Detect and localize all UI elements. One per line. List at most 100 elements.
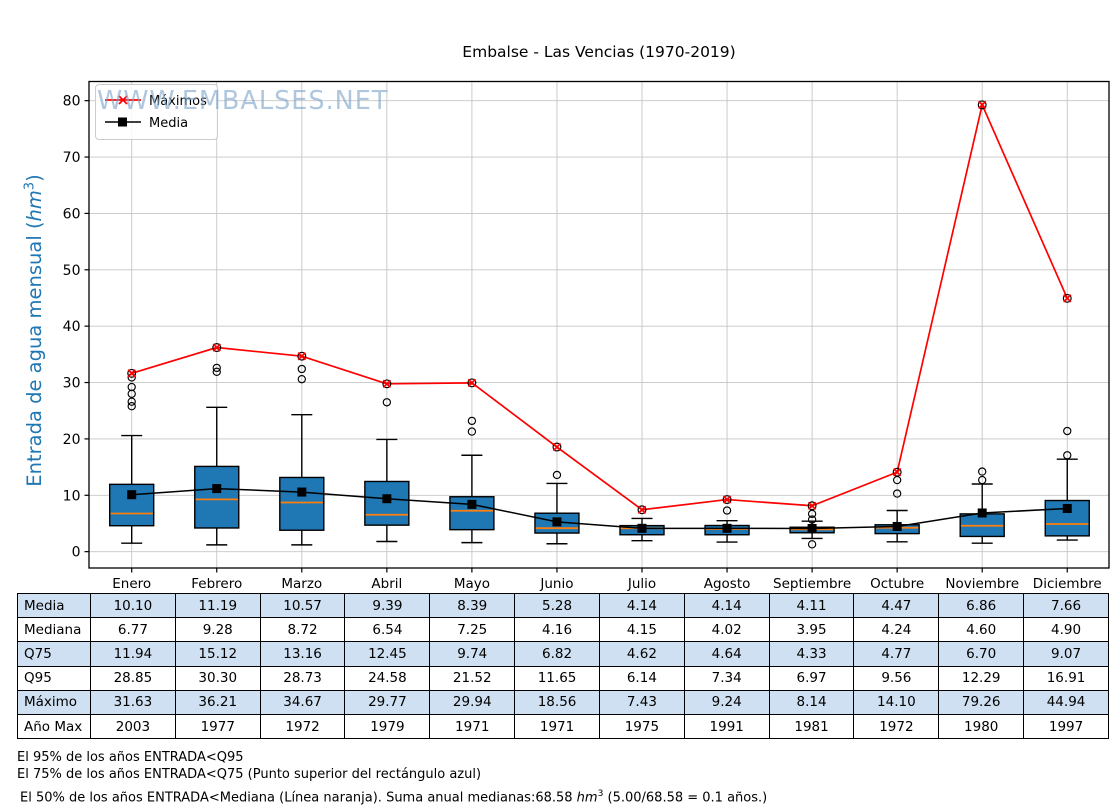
table-cell: 3.95 — [768, 617, 855, 643]
table-row-q95: Q95 28.85 30.30 28.73 24.58 21.52 11.65 6.14 7.3… — [17, 665, 1109, 691]
stats-table-body: Media 10.10 11.19 10.57 9.39 8.39 5.28 4.14 4.14… — [17, 592, 1109, 740]
outlier — [127, 382, 136, 392]
table-cell: 4.15 — [598, 617, 685, 643]
table-cell: 28.85 — [90, 665, 176, 691]
x-tick-label: Marzo — [281, 576, 322, 592]
outlier — [382, 398, 392, 407]
maximos-line — [131, 102, 1069, 511]
table-row-máximo: Máximo 31.63 36.21 34.67 29.77 29.94 18.56 7.43… — [17, 689, 1109, 715]
table-cell: 12.29 — [938, 665, 1025, 691]
maximo-circle — [467, 378, 477, 388]
table-cell: 11.94 — [90, 641, 176, 667]
table-cell: 9.24 — [683, 689, 770, 715]
maximo-x-marker — [552, 442, 562, 452]
outlier — [722, 506, 732, 515]
table-cell: 7.25 — [429, 617, 516, 643]
table-cell: 44.94 — [1023, 689, 1109, 715]
footnote-q75: El 75% de los años ENTRADA<Q75 (Punto su… — [17, 767, 482, 782]
table-cell: 10.57 — [259, 592, 346, 619]
table-cell: 29.77 — [344, 689, 431, 715]
legend-entry-media: Media — [104, 112, 207, 134]
table-cell: 7.66 — [1023, 592, 1109, 619]
row-label: Mediana — [17, 617, 91, 643]
plot-border — [88, 80, 1110, 569]
x-tick-label: Julio — [627, 576, 656, 592]
y-tick-label: 60 — [63, 206, 81, 222]
table-cell: 6.70 — [938, 641, 1025, 667]
table-cell: 1980 — [938, 713, 1025, 740]
table-cell: 9.07 — [1023, 641, 1109, 667]
y-tick-label: 10 — [63, 488, 81, 504]
table-row-año-max: Año Max 2003 1977 1972 1979 1971 1971 1975 1991 1… — [17, 713, 1109, 740]
table-cell: 8.39 — [429, 592, 516, 619]
table-cell: 1972 — [853, 713, 940, 740]
table-cell: 13.16 — [259, 641, 346, 667]
y-tick-label: 30 — [63, 376, 81, 392]
table-cell: 9.74 — [429, 641, 516, 667]
media-marker — [127, 490, 137, 500]
maximo-circle — [297, 351, 307, 361]
media-marker — [1062, 503, 1072, 513]
table-cell: 4.60 — [938, 617, 1025, 643]
maximo-circle — [1062, 293, 1072, 303]
outlier — [978, 475, 987, 485]
row-label: Q95 — [17, 665, 91, 691]
table-cell: 8.14 — [768, 689, 855, 715]
table-cell: 4.33 — [768, 641, 855, 667]
table-cell: 28.73 — [259, 665, 346, 691]
table-cell: 7.43 — [598, 689, 685, 715]
table-cell: 7.34 — [683, 665, 770, 691]
boxplot-Febrero — [194, 363, 240, 546]
maximo-x-marker — [382, 379, 392, 389]
row-label: Año Max — [17, 713, 91, 740]
footnote-q95: El 95% de los años ENTRADA<Q95 — [17, 750, 244, 765]
outlier — [297, 374, 306, 384]
outlier — [892, 489, 902, 498]
maximo-circle — [892, 467, 902, 477]
maximo-circle — [382, 379, 392, 389]
table-cell: 16.91 — [1023, 665, 1109, 691]
table-cell: 31.63 — [90, 689, 176, 715]
x-tick-label: Agosto — [704, 576, 751, 592]
table-cell: 4.14 — [683, 592, 770, 619]
table-row-media: Media 10.10 11.19 10.57 9.39 8.39 5.28 4.14 4.14… — [17, 592, 1109, 619]
maximo-x-marker — [722, 495, 732, 504]
table-cell: 4.16 — [514, 617, 600, 643]
boxplot-Noviembre — [959, 467, 1005, 544]
legend: Máximos Media — [95, 84, 218, 140]
legend-label-maximos: Máximos — [149, 93, 207, 109]
maximo-x-marker — [637, 505, 647, 514]
table-cell: 4.62 — [598, 641, 685, 667]
table-cell: 1971 — [514, 713, 600, 740]
boxplot-Abril — [364, 398, 410, 543]
table-cell: 10.10 — [90, 592, 176, 619]
table-cell: 36.21 — [174, 689, 261, 715]
y-axis-label: Entrada de agua mensual (hm3) — [23, 71, 50, 591]
table-cell: 6.97 — [768, 665, 855, 691]
x-tick-label: Abril — [371, 576, 402, 592]
outlier — [127, 402, 136, 411]
y-tick-label: 0 — [72, 545, 81, 561]
table-cell: 8.72 — [259, 617, 346, 643]
table-cell: 9.56 — [853, 665, 940, 691]
table-cell: 11.19 — [174, 592, 261, 619]
table-cell: 1991 — [683, 713, 770, 740]
y-tick-label: 50 — [63, 263, 81, 279]
media-marker — [637, 523, 647, 533]
maximo-circle — [637, 505, 647, 515]
outlier — [807, 540, 817, 549]
media-marker — [297, 487, 307, 497]
maximos-line-icon — [104, 92, 142, 111]
media-line-icon — [104, 114, 142, 133]
row-label: Máximo — [17, 689, 91, 715]
y-tick-label: 20 — [63, 432, 81, 448]
table-cell: 1979 — [344, 713, 431, 740]
media-marker — [807, 523, 817, 533]
table-cell: 18.56 — [514, 689, 600, 715]
maximo-x-marker — [807, 501, 817, 510]
table-cell: 9.28 — [174, 617, 261, 643]
media-line — [131, 487, 1068, 530]
table-cell: 29.94 — [429, 689, 516, 715]
x-tick-label: Noviembre — [945, 576, 1019, 592]
